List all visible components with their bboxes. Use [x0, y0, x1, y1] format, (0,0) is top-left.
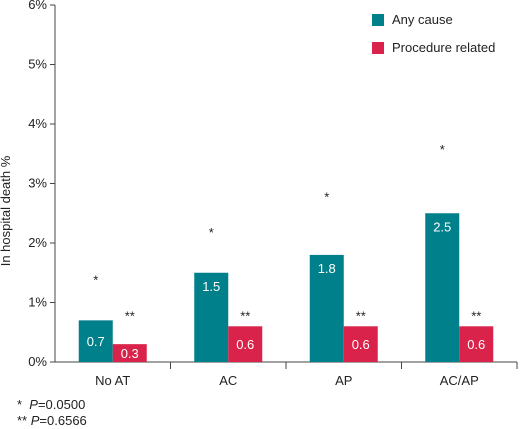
y-axis-label: In hospital death %: [0, 155, 13, 266]
significance-mark: *: [324, 189, 329, 204]
footnote-1: * P=0.0500: [17, 397, 86, 412]
legend-label: Procedure related: [392, 40, 495, 55]
y-tick-label: 2%: [28, 235, 47, 250]
bar: [459, 326, 494, 362]
x-tick-label: AC: [219, 373, 237, 388]
data-label: 0.6: [236, 337, 254, 352]
bar: [228, 326, 263, 362]
significance-mark: **: [240, 308, 250, 323]
legend: Any cause Procedure related: [372, 12, 495, 55]
data-label: 0.6: [352, 337, 370, 352]
significance-mark: *: [93, 273, 98, 288]
x-tick-label: No AT: [95, 373, 130, 388]
y-tick-label: 1%: [28, 295, 47, 310]
legend-swatch: [372, 14, 384, 26]
bar: [78, 320, 113, 362]
x-tick-label: AP: [335, 373, 352, 388]
footnotes: * P=0.0500 ** P=0.6566: [17, 397, 87, 429]
y-tick-label: 4%: [28, 116, 47, 131]
bars: 0.7 * 1.5 * 1.8 * 2.5 * 0.3 ** 0.6 ** 0.6 ** 0.6 **: [78, 142, 494, 362]
bar: [194, 272, 229, 362]
significance-mark: *: [440, 142, 445, 157]
data-label: 1.8: [318, 261, 336, 276]
data-label: 0.7: [87, 334, 105, 349]
legend-swatch: [372, 42, 384, 54]
bar: [309, 254, 344, 362]
y-tick-label: 0%: [28, 354, 47, 369]
y-tick-label: 3%: [28, 176, 47, 191]
data-label: 2.5: [433, 219, 451, 234]
x-tick-label: AC/AP: [440, 373, 479, 388]
y-axis: 0% 1% 2% 3% 4% 5% 6%: [28, 0, 56, 369]
bar: [343, 326, 378, 362]
y-tick-label: 5%: [28, 57, 47, 72]
bar: [425, 213, 460, 362]
significance-mark: **: [125, 308, 135, 323]
footnote-2: ** P=0.6566: [17, 413, 87, 428]
legend-label: Any cause: [392, 12, 453, 27]
significance-mark: **: [471, 308, 481, 323]
bar: [112, 344, 147, 362]
significance-mark: *: [209, 225, 214, 240]
y-tick-label: 6%: [28, 0, 47, 12]
x-axis: No AT AC AP AC/AP: [55, 361, 518, 388]
significance-mark: **: [356, 308, 366, 323]
data-label: 0.3: [121, 346, 139, 361]
data-label: 0.6: [467, 337, 485, 352]
data-label: 1.5: [202, 279, 220, 294]
